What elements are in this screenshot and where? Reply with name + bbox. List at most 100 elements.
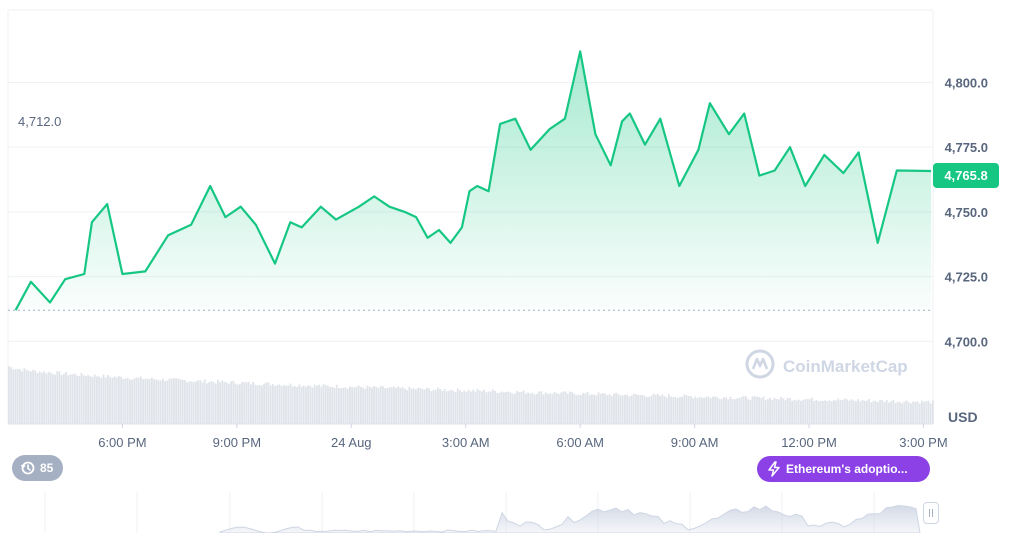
volume-bar: [412, 388, 415, 424]
volume-bar: [52, 374, 54, 424]
volume-bar: [723, 397, 725, 424]
volume-bar: [632, 393, 635, 424]
volume-bar: [173, 378, 175, 424]
volume-bar: [518, 392, 521, 424]
volume-bar: [674, 397, 677, 424]
y-tick-label: 4,800.0: [945, 75, 988, 90]
volume-bar: [575, 395, 578, 424]
volume-bar: [905, 400, 908, 424]
volume-bar: [595, 395, 598, 424]
volume-bar: [459, 390, 461, 424]
volume-bar: [450, 389, 452, 424]
volume-bar: [221, 380, 224, 424]
volume-bar: [219, 382, 221, 424]
volume-bar: [69, 374, 72, 424]
price-area: [15, 51, 932, 311]
volume-bar: [60, 375, 63, 424]
volume-bar: [89, 376, 92, 424]
volume-bar: [731, 399, 734, 424]
volume-bar: [830, 401, 833, 424]
volume-bar: [885, 400, 888, 424]
y-tick-label: 4,700.0: [945, 334, 988, 349]
volume-bar: [912, 401, 914, 424]
volume-bar: [201, 382, 204, 424]
volume-bar: [129, 379, 131, 424]
volume-bar: [67, 375, 70, 424]
volume-bar: [569, 391, 571, 424]
volume-bar: [241, 382, 243, 424]
volume-bar: [421, 389, 424, 424]
volume-bar: [916, 401, 919, 424]
volume-bar: [300, 386, 303, 424]
volume-bar: [877, 401, 879, 424]
volume-bar: [872, 400, 875, 424]
volume-bar: [489, 391, 492, 424]
volume-bar: [454, 392, 457, 424]
volume-bar: [109, 376, 111, 424]
news-badge[interactable]: Ethereum's adoptio...: [757, 456, 930, 482]
volume-bar: [918, 403, 921, 424]
volume-bar: [423, 389, 426, 424]
volume-bar: [252, 382, 254, 424]
volume-bar: [525, 393, 527, 424]
volume-bar: [615, 392, 617, 424]
volume-bar: [683, 394, 686, 424]
volume-bar: [736, 398, 738, 424]
volume-bar: [223, 381, 226, 424]
volume-bar: [758, 397, 760, 424]
volume-bar: [844, 398, 846, 424]
y-tick-label: 4,775.0: [945, 140, 988, 155]
news-title: Ethereum's adoptio...: [786, 462, 908, 476]
volume-bar: [340, 388, 342, 424]
volume-bar: [133, 378, 136, 424]
volume-bar: [131, 379, 133, 424]
volume-bar: [791, 400, 793, 424]
history-badge[interactable]: 85: [12, 455, 64, 481]
volume-bar: [628, 396, 631, 424]
volume-bar: [285, 385, 287, 424]
volume-bar: [496, 393, 499, 424]
volume-bar: [826, 401, 829, 424]
volume-bar: [705, 396, 708, 424]
volume-bar: [668, 394, 670, 424]
volume-bar: [104, 377, 107, 424]
volume-bar: [366, 385, 369, 424]
volume-bar: [322, 384, 325, 424]
volume-bar: [395, 388, 397, 424]
volume-bar: [261, 385, 263, 424]
volume-bar: [734, 399, 736, 424]
volume-bar: [760, 397, 763, 424]
volume-bar: [206, 383, 208, 424]
volume-bar: [639, 395, 642, 424]
volume-bar: [679, 396, 681, 424]
range-handle[interactable]: [923, 502, 939, 524]
price-line[interactable]: [14, 50, 932, 311]
history-icon: [20, 461, 35, 475]
volume-bar: [630, 395, 633, 424]
volume-bar: [560, 392, 562, 424]
volume-bar: [643, 395, 646, 424]
volume-bar: [346, 388, 349, 424]
volume-bar: [186, 382, 188, 424]
volume-bar: [896, 401, 899, 424]
volume-bar: [388, 387, 391, 424]
volume-bar: [901, 403, 903, 424]
volume-bar: [203, 379, 206, 424]
volume-bar: [25, 369, 28, 424]
volume-bar: [606, 395, 609, 424]
volume-bar: [393, 386, 395, 424]
volume-bar: [208, 382, 210, 424]
volume-bar: [749, 399, 752, 424]
volume-bar: [793, 399, 796, 424]
volume-bar: [881, 400, 884, 424]
volume-bar: [767, 399, 769, 424]
volume-bar: [56, 371, 59, 424]
range-navigator[interactable]: [44, 492, 921, 533]
x-tick-label: 6:00 AM: [556, 435, 604, 450]
volume-bar: [379, 385, 382, 424]
volume-bar: [712, 396, 714, 424]
volume-bar: [245, 382, 248, 424]
x-tick-label: 3:00 AM: [442, 435, 490, 450]
volume-bar: [701, 397, 703, 424]
